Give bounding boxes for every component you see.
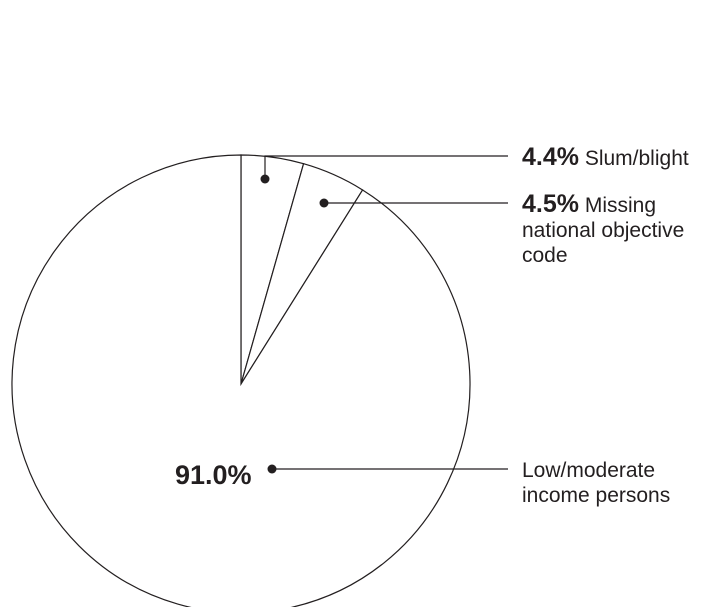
pie-slices: [11, 154, 471, 607]
pie-slice-low-moderate: [11, 154, 471, 607]
slice-percent-missing-code: 4.5%: [522, 190, 579, 218]
slice-percent-slum-blight: 4.4%: [522, 143, 579, 171]
slice-percent-low-moderate: 91.0%: [175, 460, 252, 490]
slice-label-slum-blight: 4.4% Slum/blight: [522, 145, 689, 171]
leader-lines: [260, 155, 508, 474]
slice-text-missing-line1: Missing: [584, 194, 657, 217]
slice-text-low-moderate-line1: Low/moderate: [522, 459, 656, 482]
slice-label-low-moderate: Low/moderate income persons: [522, 458, 670, 508]
leader-dot-low-moderate: [267, 464, 277, 474]
leader-dot-slum-blight: [260, 174, 270, 184]
leader-line-slum-blight: [264, 155, 508, 179]
slice-text-slum-blight: Slum/blight: [584, 147, 689, 170]
slice-label-missing-code: 4.5% Missing national objective code: [522, 192, 684, 268]
slice-text-missing-line3: code: [522, 244, 568, 267]
leader-dot-missing-code: [319, 198, 329, 208]
slice-text-low-moderate-line2: income persons: [522, 484, 671, 507]
slice-text-missing-line2: national objective: [522, 219, 685, 242]
